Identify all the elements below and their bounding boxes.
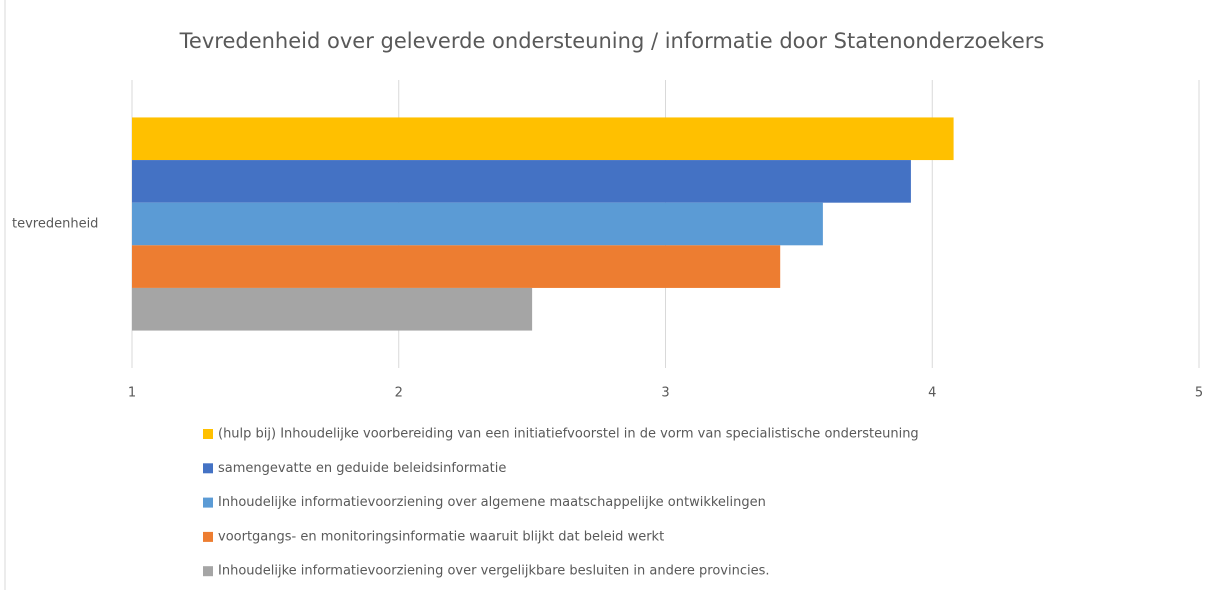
- legend-swatch: [203, 531, 213, 542]
- bar: [132, 245, 781, 288]
- legend-swatch: [203, 566, 213, 577]
- legend-label: voortgangs- en monitoringsinformatie waa…: [218, 529, 664, 544]
- x-tick-label: 4: [928, 386, 936, 401]
- x-tick-label: 3: [661, 386, 669, 401]
- bar: [132, 117, 954, 161]
- bar: [132, 287, 533, 331]
- legend-swatch: [203, 463, 213, 474]
- chart-title: Tevredenheid over geleverde ondersteunin…: [179, 29, 1045, 53]
- legend-swatch: [203, 429, 213, 439]
- bar: [132, 202, 823, 246]
- legend-label: samengevatte en geduide beleidsinformati…: [218, 461, 506, 476]
- bar: [132, 160, 911, 203]
- legend-label: (hulp bij) Inhoudelijke voorbereiding va…: [218, 427, 919, 442]
- x-tick-label: 2: [395, 386, 403, 401]
- x-tick-label: 5: [1195, 386, 1203, 401]
- legend-label: Inhoudelijke informatievoorziening over …: [218, 564, 769, 579]
- x-tick-label: 1: [128, 386, 136, 401]
- legend-label: Inhoudelijke informatievoorziening over …: [218, 495, 766, 510]
- legend-swatch: [203, 497, 213, 508]
- y-tick-label: tevredenheid: [12, 217, 98, 232]
